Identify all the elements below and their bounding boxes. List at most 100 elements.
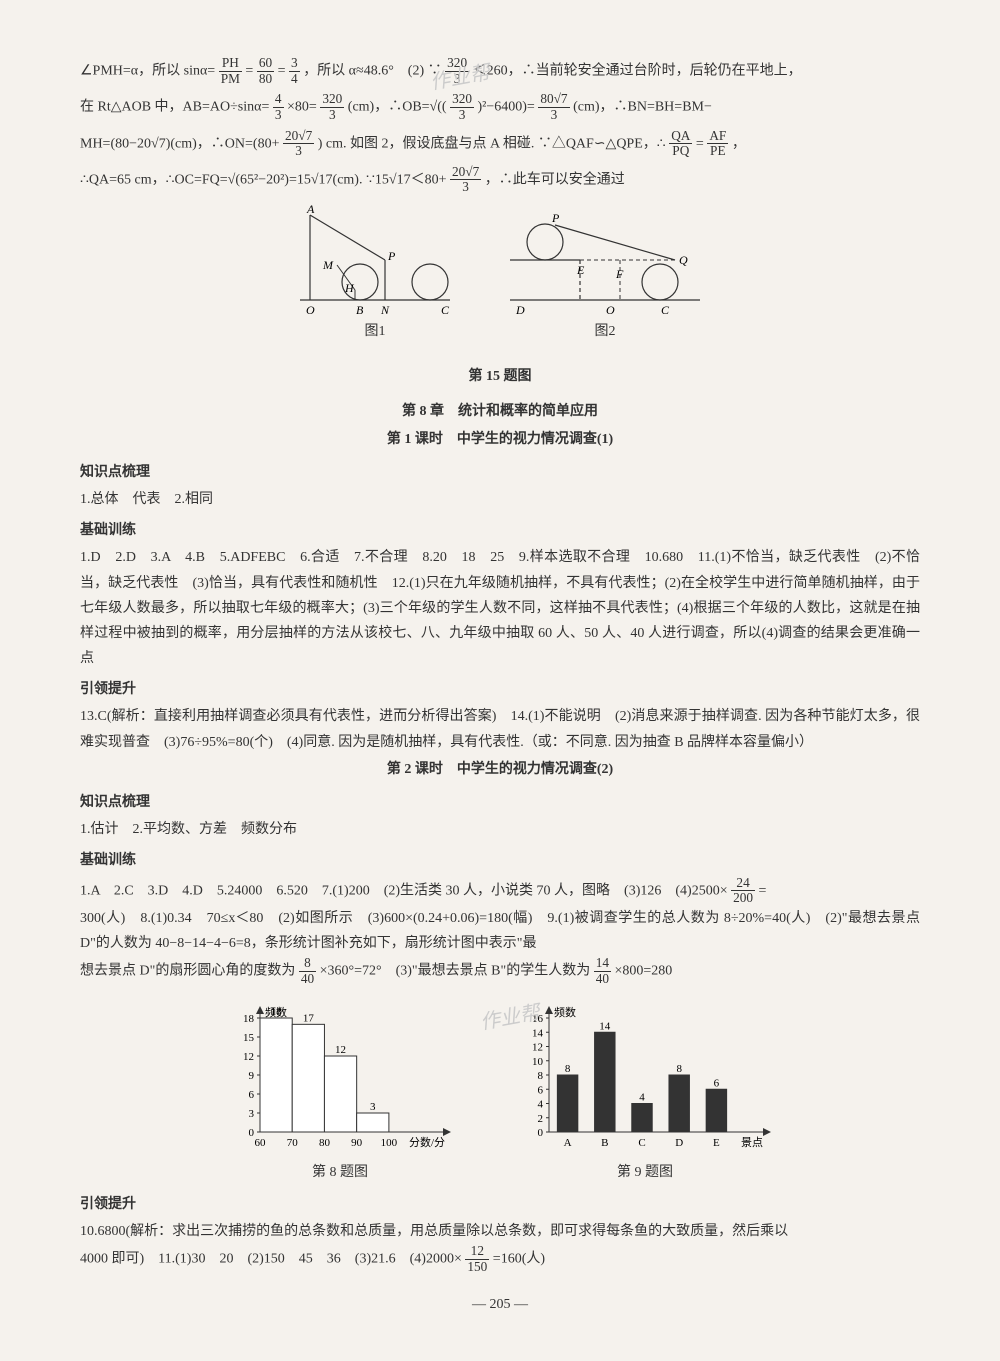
svg-text:9: 9 — [249, 1070, 255, 1082]
frac: 3203 — [320, 92, 344, 122]
frac: 12150 — [465, 1244, 489, 1274]
svg-text:A: A — [306, 205, 315, 216]
svg-text:14: 14 — [532, 1028, 544, 1040]
chart-9-svg: 02468101214168A14B4C8D6E频数景点 — [515, 1000, 775, 1160]
chapter-title: 第 8 章 统计和概率的简单应用 — [80, 399, 920, 424]
svg-text:频数: 频数 — [554, 1005, 576, 1019]
svg-text:0: 0 — [538, 1127, 544, 1139]
figure-1-caption: 图1 — [290, 319, 460, 344]
svg-text:H: H — [344, 281, 355, 295]
text: ∴QA=65 cm，∴OC=FQ=√(65²−20²)=15√17(cm). ∵… — [80, 172, 446, 187]
ylts-text-1: 13.C(解析：直接利用抽样调查必须具有代表性，进而分析得出答案) 14.(1)… — [80, 704, 920, 754]
svg-text:17: 17 — [303, 1013, 315, 1025]
jcxl-line-3: 想去景点 D"的扇形圆心角的度数为 840 ×360°=72° (3)"最想去景… — [80, 956, 920, 986]
frac: 20√73 — [283, 129, 314, 159]
text: =160(人) — [493, 1251, 545, 1266]
svg-text:6: 6 — [538, 1085, 544, 1097]
svg-text:16: 16 — [532, 1013, 544, 1025]
svg-text:B: B — [601, 1137, 608, 1149]
text: ＜260，∴当前轮安全通过台阶时，后轮仍在平地上， — [473, 63, 802, 78]
text: ×80= — [287, 100, 317, 115]
ylts-header-1: 引领提升 — [80, 677, 920, 702]
jcxl-header-2: 基础训练 — [80, 848, 920, 873]
svg-text:O: O — [606, 303, 615, 315]
ylts-header-2: 引领提升 — [80, 1192, 920, 1217]
svg-text:10: 10 — [532, 1056, 544, 1068]
svg-text:C: C — [638, 1137, 645, 1149]
svg-text:A: A — [564, 1137, 572, 1149]
svg-text:90: 90 — [351, 1137, 363, 1149]
chart-8: 0369121518181712360708090100频数分数/分 第 8 题… — [225, 1000, 455, 1185]
frac: 1440 — [594, 956, 611, 986]
kdl-text-1: 1.总体 代表 2.相同 — [80, 487, 920, 512]
svg-text:4: 4 — [639, 1092, 645, 1104]
svg-text:100: 100 — [381, 1137, 398, 1149]
frac: 20√73 — [450, 165, 481, 195]
text: ，∴此车可以安全通过 — [485, 172, 625, 187]
solution-line-2: 在 Rt△AOB 中，AB=AO÷sinα= 43 ×80= 3203 (cm)… — [80, 92, 920, 122]
text: ， — [732, 136, 746, 151]
svg-text:60: 60 — [255, 1137, 267, 1149]
frac: 34 — [289, 56, 300, 86]
svg-text:Q: Q — [679, 253, 688, 267]
text: 想去景点 D"的扇形圆心角的度数为 — [80, 964, 295, 979]
svg-text:3: 3 — [249, 1108, 255, 1120]
text: ∠PMH=α，所以 sinα= — [80, 63, 215, 78]
jcxl-line-2: 300(人) 8.(1)0.34 70≤x＜80 (2)如图所示 (3)600×… — [80, 906, 920, 956]
svg-text:C: C — [661, 303, 670, 315]
frac: 3203 — [450, 92, 474, 122]
frac: 6080 — [257, 56, 274, 86]
svg-text:E: E — [576, 263, 585, 277]
frac: 80√73 — [538, 92, 569, 122]
chart-9: 02468101214168A14B4C8D6E频数景点 第 9 题图 — [515, 1000, 775, 1185]
chart-row: 0369121518181712360708090100频数分数/分 第 8 题… — [80, 1000, 920, 1185]
text: ) cm. 如图 2，假设底盘与点 A 相碰. ∵△QAF∽△QPE，∴ — [318, 136, 666, 151]
svg-text:80: 80 — [319, 1137, 331, 1149]
kdl-header-1: 知识点梳理 — [80, 460, 920, 485]
svg-text:8: 8 — [565, 1063, 571, 1075]
svg-text:O: O — [306, 303, 315, 315]
kdl-header-2: 知识点梳理 — [80, 790, 920, 815]
text: ×800=280 — [615, 964, 673, 979]
svg-text:4: 4 — [538, 1099, 544, 1111]
svg-text:B: B — [356, 303, 364, 315]
chart-8-caption: 第 8 题图 — [225, 1160, 455, 1185]
text: (cm)，∴BN=BH=BM− — [573, 100, 712, 115]
solution-line-1: ∠PMH=α，所以 sinα= PHPM = 6080 = 34 ，所以 α≈4… — [80, 56, 920, 86]
figure-main-caption: 第 15 题图 — [80, 364, 920, 389]
frac: PHPM — [219, 56, 242, 86]
ylts-line-2: 4000 即可) 11.(1)30 20 (2)150 45 36 (3)21.… — [80, 1244, 920, 1274]
kdl-text-2: 1.估计 2.平均数、方差 频数分布 — [80, 817, 920, 842]
svg-text:景点: 景点 — [741, 1136, 763, 1149]
svg-text:F: F — [615, 267, 624, 281]
svg-text:12: 12 — [335, 1044, 346, 1056]
chart-9-caption: 第 9 题图 — [515, 1160, 775, 1185]
svg-text:频数: 频数 — [265, 1005, 287, 1019]
svg-text:12: 12 — [532, 1042, 543, 1054]
ylts-line-1: 10.6800(解析：求出三次捕捞的鱼的总条数和总质量，用总质量除以总条数，即可… — [80, 1219, 920, 1244]
svg-text:D: D — [675, 1137, 683, 1149]
figure-2: PEFQDOC 图2 — [500, 205, 710, 354]
frac: 3203 — [445, 56, 469, 86]
frac: 43 — [273, 92, 284, 122]
figure-2-caption: 图2 — [500, 319, 710, 344]
frac: AFPE — [707, 129, 728, 159]
svg-text:分数/分: 分数/分 — [409, 1136, 445, 1149]
text: ，所以 α≈48.6° (2) ∵ — [303, 63, 441, 78]
svg-text:C: C — [441, 303, 450, 315]
jcxl-header-1: 基础训练 — [80, 518, 920, 543]
solution-line-4: ∴QA=65 cm，∴OC=FQ=√(65²−20²)=15√17(cm). ∵… — [80, 165, 920, 195]
jcxl-text-1: 1.D 2.D 3.A 4.B 5.ADFEBC 6.合适 7.不合理 8.20… — [80, 545, 920, 671]
text: 4000 即可) 11.(1)30 20 (2)150 45 36 (3)21.… — [80, 1251, 462, 1266]
jcxl-line-1: 1.A 2.C 3.D 4.D 5.24000 6.520 7.(1)200 (… — [80, 876, 920, 906]
text: MH=(80−20√7)(cm)，∴ON=(80+ — [80, 136, 279, 151]
figure-1: AMPHOBNC 图1 — [290, 205, 460, 354]
text: = — [696, 136, 704, 151]
figure-row: AMPHOBNC 图1 PEFQDOC 图2 — [80, 205, 920, 354]
svg-text:E: E — [713, 1137, 720, 1149]
frac: 24200 — [731, 876, 755, 906]
solution-line-3: MH=(80−20√7)(cm)，∴ON=(80+ 20√73 ) cm. 如图… — [80, 129, 920, 159]
page-number: — 205 — — [80, 1292, 920, 1317]
svg-text:14: 14 — [599, 1021, 611, 1033]
text: )²−6400)= — [478, 100, 535, 115]
